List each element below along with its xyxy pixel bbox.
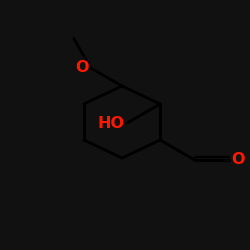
Text: O: O [232,152,245,168]
Text: HO: HO [97,116,124,130]
Text: O: O [75,60,89,74]
